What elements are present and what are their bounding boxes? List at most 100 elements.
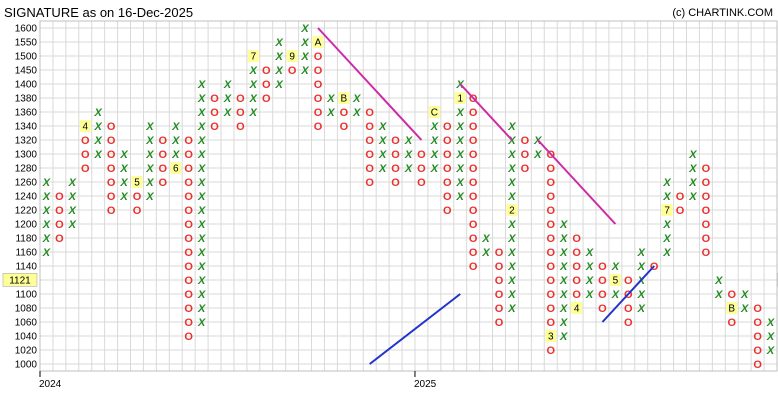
o-mark: O: [262, 93, 271, 105]
x-mark: X: [559, 317, 568, 329]
x-mark: X: [559, 261, 568, 273]
o-mark: O: [107, 177, 116, 189]
o-mark: O: [546, 219, 555, 231]
x-mark: X: [42, 219, 51, 231]
x-mark: X: [507, 135, 516, 147]
month-marker-box: [661, 204, 673, 216]
current-price-markers: 11211121: [2, 273, 778, 287]
o-mark: O: [365, 135, 374, 147]
o-mark: O: [81, 135, 90, 147]
x-mark: X: [145, 149, 154, 161]
x-mark: X: [430, 163, 439, 175]
y-tick-label: 1140: [15, 262, 37, 273]
x-mark: X: [404, 163, 413, 175]
x-mark: X: [662, 177, 671, 189]
x-mark: X: [507, 261, 516, 273]
x-mark: X: [637, 289, 646, 301]
o-mark: O: [572, 289, 581, 301]
month-marker: 5: [134, 178, 140, 189]
x-mark: X: [300, 37, 309, 49]
x-mark: X: [197, 107, 206, 119]
x-mark: X: [481, 247, 490, 259]
o-mark: O: [314, 107, 323, 119]
o-mark: O: [314, 79, 323, 91]
y-tick-label: 1280: [15, 164, 38, 175]
o-mark: O: [443, 163, 452, 175]
o-mark: O: [469, 121, 478, 133]
x-mark: X: [249, 65, 258, 77]
o-mark: O: [753, 331, 762, 343]
o-mark: O: [184, 275, 193, 287]
x-mark: X: [42, 233, 51, 245]
x-mark: X: [352, 107, 361, 119]
o-mark: O: [184, 163, 193, 175]
o-mark: O: [495, 275, 504, 287]
x-mark: X: [766, 331, 775, 343]
x-mark: X: [507, 233, 516, 245]
x-mark: X: [611, 261, 620, 273]
x-mark: X: [507, 247, 516, 259]
o-mark: O: [55, 191, 64, 203]
y-tick-label: 1550: [15, 38, 38, 49]
o-mark: O: [184, 261, 193, 273]
chart-title: SIGNATURE as on 16-Dec-2025: [4, 5, 193, 20]
x-mark: X: [145, 121, 154, 133]
month-marker-box: [247, 50, 259, 62]
o-mark: O: [391, 149, 400, 161]
x-mark: X: [766, 345, 775, 357]
o-mark: O: [469, 177, 478, 189]
o-mark: O: [133, 191, 142, 203]
x-mark: X: [611, 289, 620, 301]
o-mark: O: [702, 163, 711, 175]
y-tick-label: 1060: [15, 318, 38, 329]
month-marker-box: [131, 176, 143, 188]
x-mark: X: [378, 163, 387, 175]
month-marker-box: [338, 92, 350, 104]
o-mark: O: [521, 149, 530, 161]
x-mark: X: [197, 177, 206, 189]
o-mark: O: [365, 107, 374, 119]
o-mark: O: [107, 163, 116, 175]
y-tick-label: 1320: [15, 136, 38, 147]
x-mark: X: [559, 219, 568, 231]
o-mark: O: [417, 149, 426, 161]
o-mark: O: [572, 275, 581, 287]
x-mark: X: [507, 275, 516, 287]
x-mark: X: [197, 191, 206, 203]
trendlines: [317, 27, 655, 365]
o-mark: O: [469, 219, 478, 231]
y-tick-label: 1360: [15, 108, 38, 119]
o-mark: O: [753, 359, 762, 371]
x-mark: X: [662, 191, 671, 203]
x-mark: X: [94, 107, 103, 119]
month-marker-box: [454, 92, 466, 104]
month-marker-box: [609, 274, 621, 286]
o-mark: O: [676, 205, 685, 217]
x-mark: X: [68, 177, 77, 189]
o-mark: O: [107, 121, 116, 133]
o-mark: O: [184, 219, 193, 231]
o-mark: O: [546, 303, 555, 315]
x-mark: X: [197, 121, 206, 133]
x-mark: X: [430, 135, 439, 147]
o-mark: O: [314, 93, 323, 105]
x-mark: X: [637, 303, 646, 315]
x-mark: X: [559, 275, 568, 287]
o-mark: O: [469, 107, 478, 119]
o-mark: O: [753, 345, 762, 357]
x-mark: X: [326, 107, 335, 119]
x-mark: X: [119, 149, 128, 161]
o-mark: O: [184, 317, 193, 329]
month-marker: 3: [548, 332, 554, 343]
x-mark: X: [119, 177, 128, 189]
x-mark: X: [688, 149, 697, 161]
month-marker: 2: [509, 206, 515, 217]
y-tick-label: 1000: [15, 360, 38, 371]
x-mark: X: [42, 247, 51, 259]
x-mark: X: [352, 93, 361, 105]
resistance-trendline: [459, 83, 513, 141]
x-mark: X: [456, 121, 465, 133]
x-mark: X: [197, 261, 206, 273]
o-mark: O: [443, 191, 452, 203]
o-mark: O: [391, 177, 400, 189]
